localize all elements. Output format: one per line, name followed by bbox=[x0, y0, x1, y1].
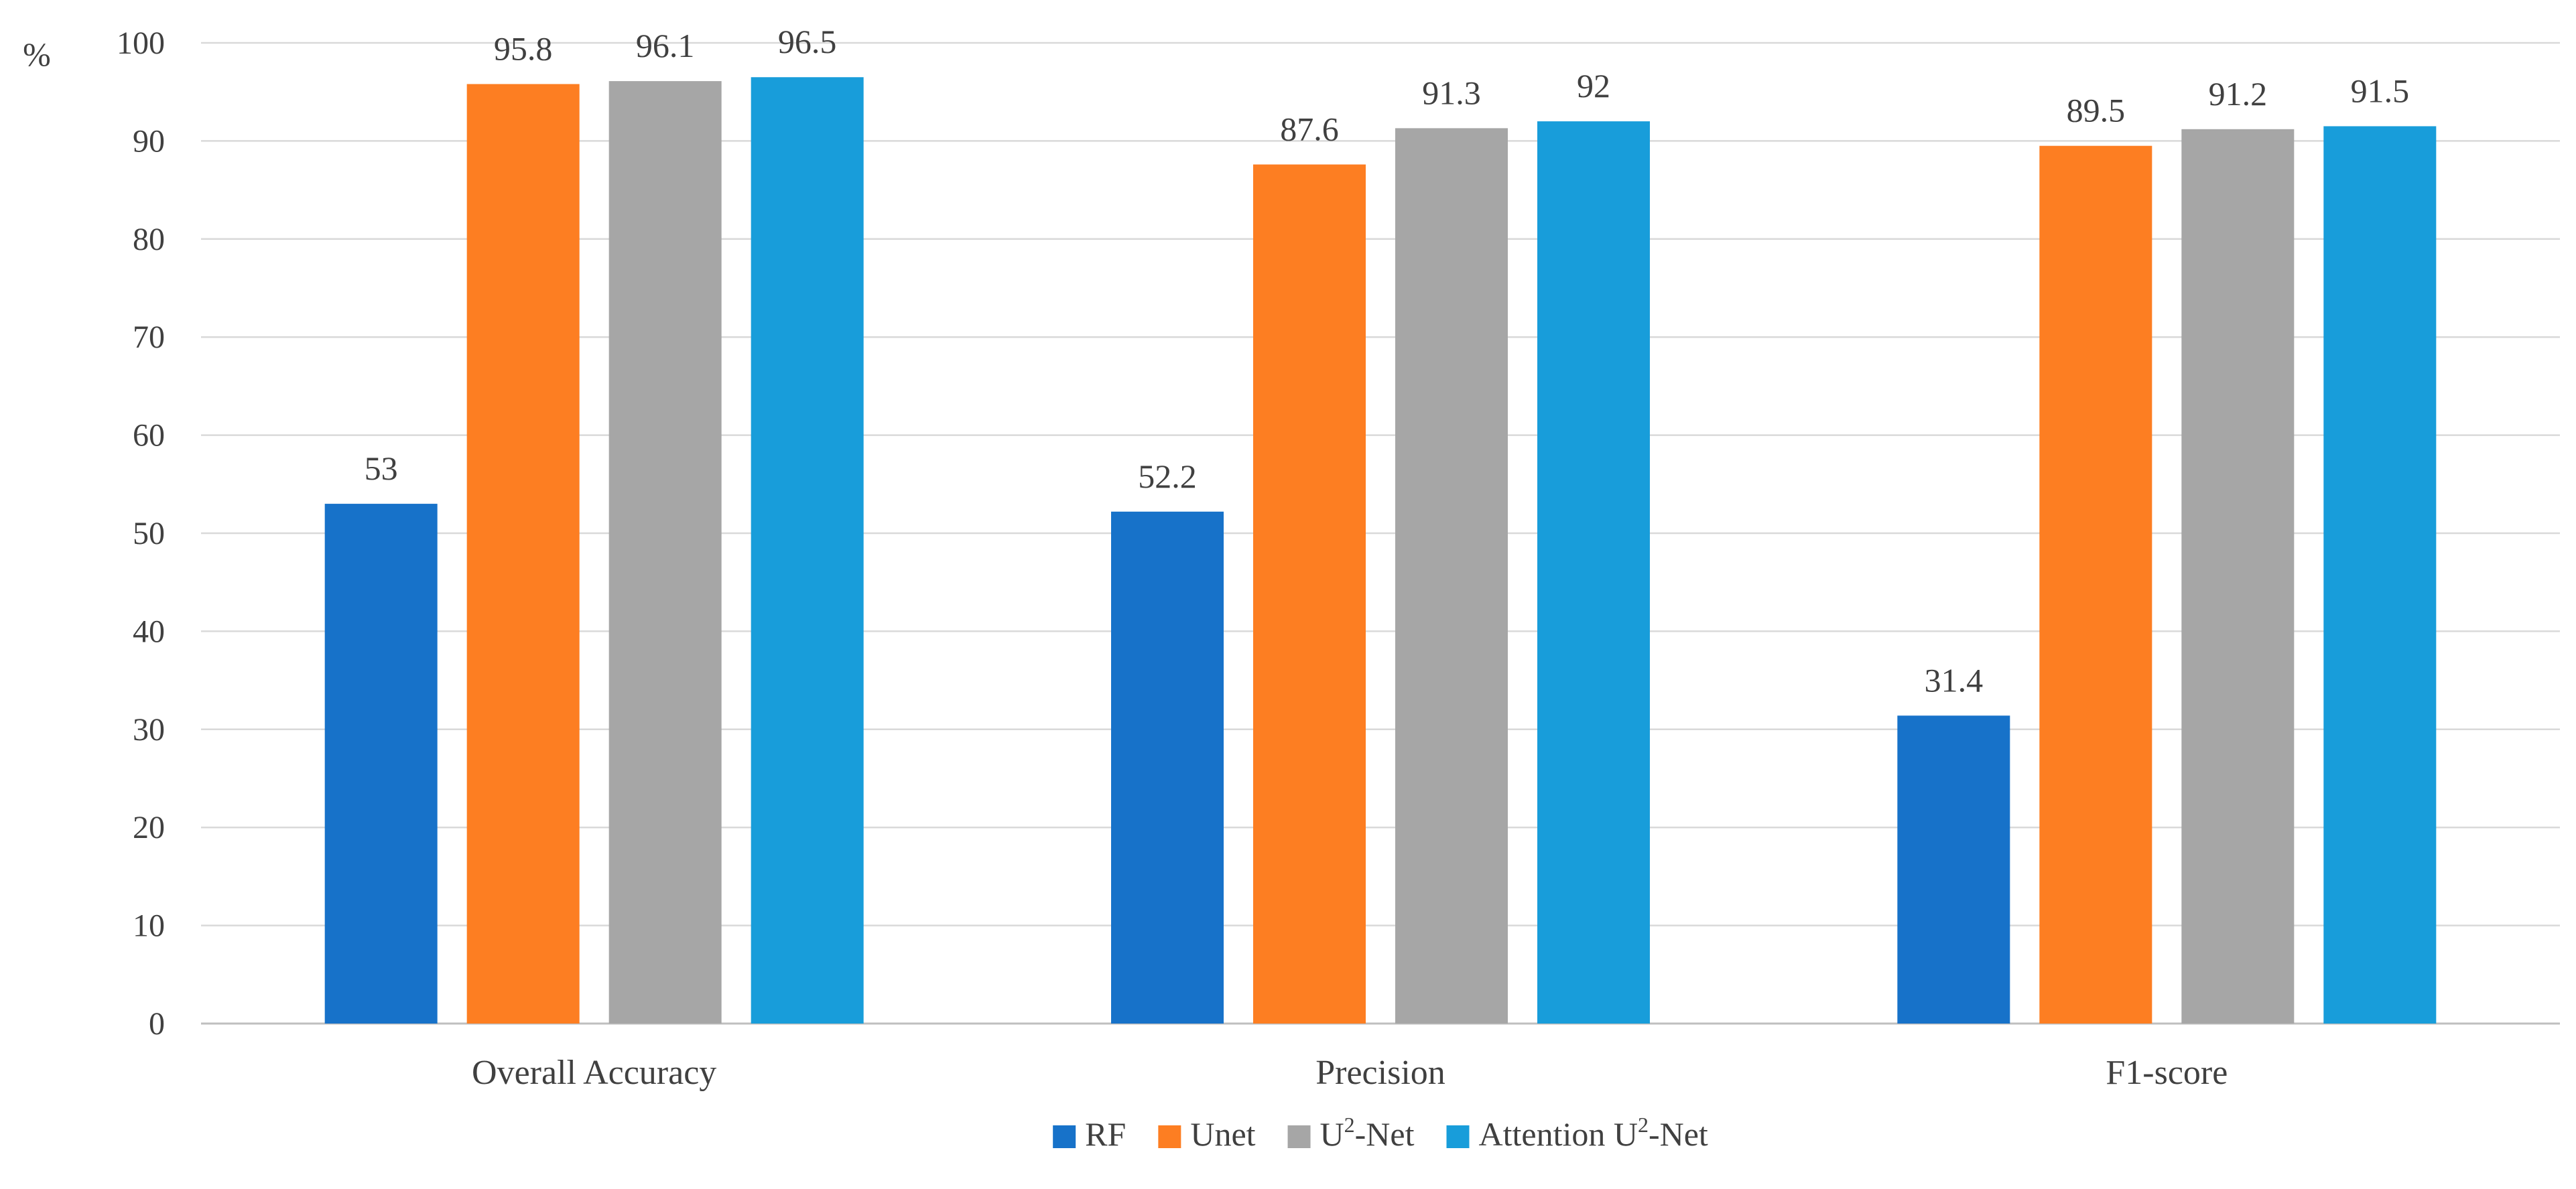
data-label: 91.3 bbox=[1422, 74, 1481, 111]
data-label: 95.8 bbox=[494, 29, 553, 67]
legend-item: Attention U2-Net bbox=[1446, 1113, 1708, 1153]
legend-swatch bbox=[1158, 1125, 1181, 1148]
legend-label: RF bbox=[1085, 1115, 1126, 1153]
y-tick-label: 50 bbox=[133, 516, 165, 551]
data-label: 31.4 bbox=[1925, 661, 1984, 699]
y-tick-label: 70 bbox=[133, 320, 165, 355]
legend-swatch bbox=[1287, 1125, 1311, 1148]
y-axis-unit-label: % bbox=[23, 36, 51, 73]
data-label: 96.5 bbox=[778, 23, 837, 60]
bar-unet-precision bbox=[1253, 164, 1366, 1024]
bar-attention-u2-net-f1-score bbox=[2323, 126, 2437, 1024]
x-category-label: Precision bbox=[1315, 1054, 1445, 1092]
data-label: 91.5 bbox=[2351, 72, 2410, 109]
bar-unet-f1-score bbox=[2039, 145, 2152, 1024]
data-label: 52.2 bbox=[1138, 458, 1197, 495]
bar-rf-f1-score bbox=[1897, 715, 2010, 1024]
legend-item: Unet bbox=[1158, 1115, 1256, 1153]
bar-u2-net-overall-accuracy bbox=[608, 81, 722, 1024]
x-axis: Overall Accuracy Precision F1-score bbox=[472, 1054, 2228, 1092]
data-label: 91.2 bbox=[2209, 75, 2268, 113]
y-tick-label: 90 bbox=[133, 123, 165, 159]
gridlines bbox=[201, 42, 2560, 1025]
y-tick-label: 10 bbox=[133, 908, 165, 944]
x-category-label: Overall Accuracy bbox=[472, 1054, 716, 1092]
bar-rf-precision bbox=[1111, 511, 1224, 1024]
legend-label: Attention U2-Net bbox=[1479, 1113, 1708, 1153]
data-label: 89.5 bbox=[2067, 92, 2126, 129]
legend-label: U2-Net bbox=[1320, 1113, 1415, 1153]
data-label: 53 bbox=[365, 449, 398, 487]
legend-swatch bbox=[1446, 1125, 1470, 1148]
data-label: 96.1 bbox=[636, 27, 695, 64]
bar-attention-u2-net-overall-accuracy bbox=[751, 77, 864, 1024]
bar-rf-overall-accuracy bbox=[324, 504, 438, 1024]
y-tick-label: 80 bbox=[133, 222, 165, 257]
bar-u2-net-f1-score bbox=[2181, 129, 2295, 1024]
data-label: 92 bbox=[1577, 67, 1610, 104]
y-axis: % 0 10 20 30 40 50 60 70 80 90 100 bbox=[23, 25, 165, 1042]
legend: RF Unet U2-Net Attention U2-Net bbox=[1053, 1113, 1708, 1153]
legend-item: RF bbox=[1053, 1115, 1126, 1153]
bar-u2-net-precision bbox=[1395, 128, 1508, 1024]
y-tick-label: 60 bbox=[133, 418, 165, 453]
data-labels: 53 95.8 96.1 96.5 52.2 87.6 91.3 92 31.4 89.5 91.2… bbox=[365, 23, 2409, 699]
x-category-label: F1-score bbox=[2106, 1054, 2228, 1092]
y-tick-label: 40 bbox=[133, 614, 165, 649]
y-tick-label: 30 bbox=[133, 712, 165, 748]
y-tick-label: 100 bbox=[117, 25, 165, 61]
legend-item: U2-Net bbox=[1287, 1113, 1415, 1153]
y-tick-label: 20 bbox=[133, 810, 165, 845]
y-tick-label: 0 bbox=[149, 1006, 165, 1042]
bar-unet-overall-accuracy bbox=[466, 84, 580, 1024]
legend-swatch bbox=[1053, 1125, 1076, 1148]
bar-attention-u2-net-precision bbox=[1537, 121, 1650, 1024]
bars bbox=[324, 77, 2437, 1024]
data-label: 87.6 bbox=[1280, 111, 1339, 148]
legend-label: Unet bbox=[1190, 1115, 1255, 1153]
